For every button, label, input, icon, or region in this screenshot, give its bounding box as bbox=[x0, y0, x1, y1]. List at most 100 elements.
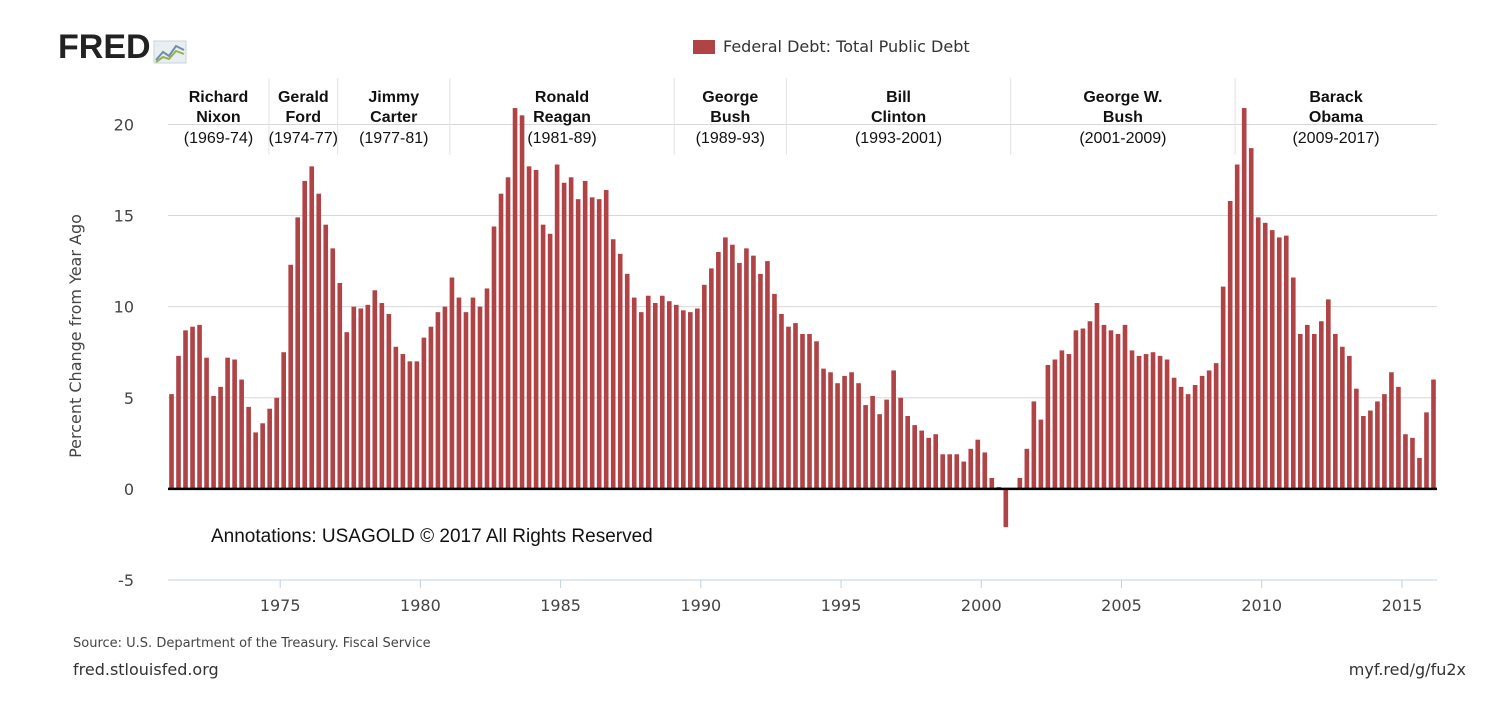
bar bbox=[758, 273, 763, 489]
bar bbox=[225, 357, 230, 489]
bar bbox=[372, 290, 378, 489]
president-last-name: Clinton bbox=[871, 109, 926, 126]
bar bbox=[695, 308, 700, 489]
y-tick-label: 0 bbox=[124, 480, 134, 499]
bar bbox=[1326, 299, 1331, 489]
bar bbox=[1354, 388, 1359, 489]
bar bbox=[442, 306, 448, 489]
x-tick-label: 1975 bbox=[260, 596, 301, 615]
bar bbox=[1017, 477, 1023, 489]
bar bbox=[1185, 394, 1191, 489]
bar bbox=[204, 357, 209, 489]
bar bbox=[407, 361, 413, 489]
bar bbox=[1262, 222, 1268, 489]
bar bbox=[176, 355, 181, 489]
bar bbox=[716, 252, 721, 489]
bar bbox=[267, 408, 272, 489]
president-term: (2009-2017) bbox=[1292, 130, 1379, 147]
bar bbox=[435, 312, 441, 489]
bar bbox=[533, 170, 539, 489]
bar bbox=[1080, 328, 1086, 489]
bar bbox=[1192, 385, 1198, 489]
bar bbox=[940, 454, 946, 489]
bar bbox=[1129, 350, 1135, 489]
bar bbox=[1403, 434, 1408, 489]
bar bbox=[1066, 354, 1072, 489]
bar bbox=[1038, 419, 1044, 489]
bar bbox=[1269, 230, 1275, 489]
bar bbox=[624, 273, 630, 489]
chart-annotation: Annotations: USAGOLD © 2017 All Rights R… bbox=[211, 526, 653, 547]
y-tick-label: -5 bbox=[118, 571, 134, 590]
president-term: (1977-81) bbox=[359, 130, 428, 147]
bar bbox=[1283, 235, 1289, 489]
bar bbox=[1101, 324, 1107, 489]
bar bbox=[218, 386, 223, 489]
bar bbox=[1150, 352, 1156, 489]
bar bbox=[912, 425, 917, 489]
bar bbox=[484, 288, 490, 489]
bar bbox=[926, 437, 932, 489]
bar bbox=[723, 237, 728, 489]
y-axis-label: Percent Change from Year Ago bbox=[66, 214, 85, 458]
bar bbox=[288, 264, 294, 489]
bar bbox=[169, 394, 174, 489]
bar bbox=[680, 310, 686, 489]
bar bbox=[954, 454, 960, 489]
bar bbox=[512, 108, 518, 489]
bar bbox=[786, 326, 791, 489]
bar bbox=[1276, 237, 1282, 489]
bar bbox=[631, 297, 637, 489]
bar bbox=[1073, 330, 1079, 489]
bar bbox=[933, 434, 939, 489]
bar bbox=[1122, 324, 1128, 489]
bar bbox=[975, 439, 981, 489]
president-last-name: Ford bbox=[286, 109, 322, 126]
bar bbox=[989, 477, 995, 489]
bar bbox=[1227, 200, 1233, 489]
chart-legend[interactable]: Federal Debt: Total Public Debt bbox=[693, 37, 970, 56]
y-tick-label: 5 bbox=[124, 389, 134, 408]
president-term: (1981-89) bbox=[527, 130, 596, 147]
bar bbox=[365, 304, 371, 489]
bar bbox=[730, 244, 735, 489]
bar bbox=[1087, 321, 1093, 489]
bar bbox=[617, 253, 623, 489]
bar bbox=[737, 262, 742, 489]
bar bbox=[1143, 354, 1149, 489]
bar bbox=[1389, 372, 1394, 489]
bar bbox=[540, 224, 546, 489]
x-tick-label: 2015 bbox=[1382, 596, 1423, 615]
bar bbox=[659, 295, 665, 489]
bar bbox=[1396, 386, 1401, 489]
president-last-name: Bush bbox=[1103, 109, 1143, 126]
bar bbox=[800, 334, 805, 489]
bar bbox=[673, 304, 679, 489]
bar bbox=[898, 397, 903, 489]
bar bbox=[1031, 401, 1037, 489]
bar bbox=[849, 372, 854, 489]
short-link[interactable]: myf.red/g/fu2x bbox=[1348, 660, 1466, 679]
site-link[interactable]: fred.stlouisfed.org bbox=[73, 660, 219, 679]
x-tick-label: 2000 bbox=[961, 596, 1002, 615]
bar bbox=[709, 268, 714, 489]
bar bbox=[239, 379, 244, 489]
president-first-name: George bbox=[702, 89, 758, 106]
bar bbox=[1045, 364, 1051, 489]
bar bbox=[688, 312, 693, 489]
bar bbox=[947, 454, 953, 489]
president-first-name: Gerald bbox=[278, 89, 329, 106]
bar bbox=[1003, 488, 1009, 528]
bar bbox=[547, 233, 553, 489]
bar bbox=[842, 375, 847, 489]
bar bbox=[772, 293, 777, 489]
president-first-name: Ronald bbox=[535, 89, 589, 106]
bar bbox=[1157, 355, 1163, 489]
bar bbox=[856, 383, 861, 489]
debt-bar-chart: -5 0 5 10 15 20 Percent Change from Year Ago 19… bbox=[66, 78, 1437, 615]
bar bbox=[1319, 321, 1324, 489]
legend-label: Federal Debt: Total Public Debt bbox=[723, 37, 970, 56]
x-tick-label: 1990 bbox=[680, 596, 721, 615]
logo-text: FRED bbox=[58, 28, 151, 66]
bar bbox=[302, 180, 308, 489]
